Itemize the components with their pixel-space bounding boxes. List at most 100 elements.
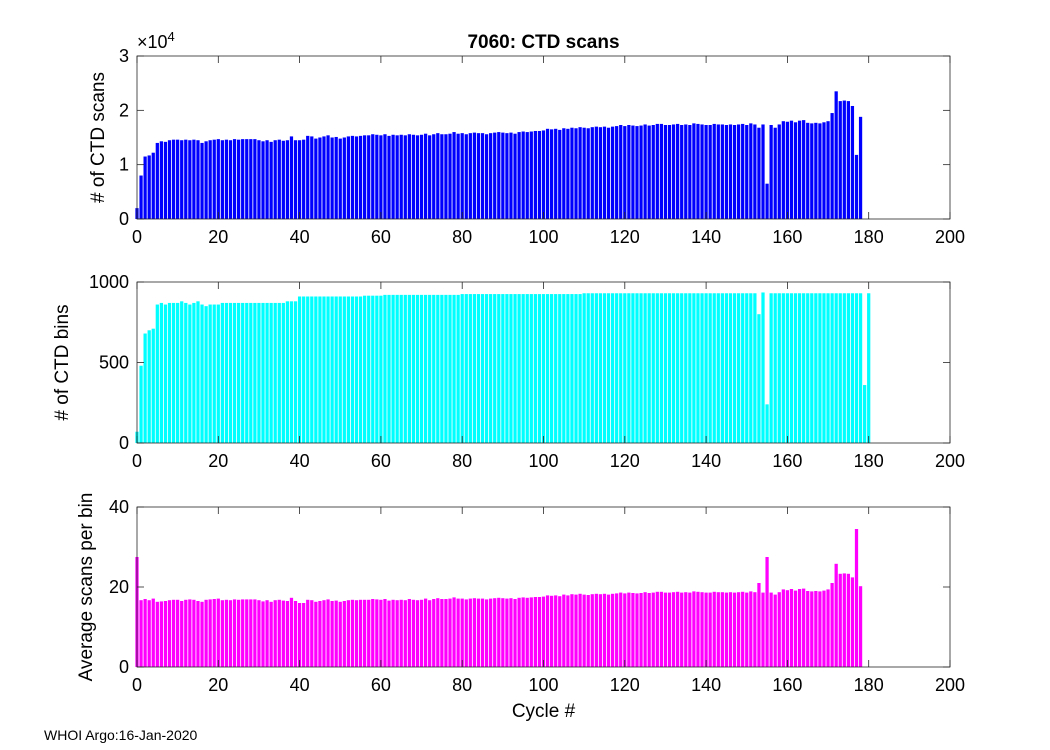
chart2-bar-56 — [363, 599, 367, 667]
chart2-bar-153 — [757, 583, 761, 667]
chart0-bar-155 — [765, 183, 769, 219]
chart2-bar-34 — [273, 600, 277, 667]
chart2-bar-166 — [810, 591, 814, 667]
chart1-bar-142 — [712, 293, 716, 443]
chart1-bar-7 — [163, 304, 168, 443]
chart1-bar-163 — [797, 293, 802, 443]
chart1-bar-1 — [139, 365, 143, 443]
chart1-bar-40 — [297, 296, 302, 443]
chart2-bar-151 — [749, 591, 753, 667]
chart0-bar-168 — [818, 123, 822, 219]
chart1-xtick-label-2: 40 — [290, 451, 310, 471]
chart1-bar-9 — [171, 302, 176, 443]
chart1-bar-116 — [606, 293, 611, 443]
chart2-bar-89 — [497, 597, 501, 667]
chart0-xtick-label-9: 180 — [854, 227, 884, 247]
chart2-bar-129 — [659, 591, 664, 667]
chart2-bar-69 — [415, 600, 420, 667]
chart0-bar-1 — [139, 175, 143, 219]
chart0-bar-146 — [728, 124, 733, 219]
chart1-bar-129 — [659, 293, 664, 443]
chart0-bar-86 — [484, 134, 489, 219]
chart1-bar-90 — [501, 294, 505, 443]
chart2-bar-177 — [854, 529, 859, 667]
chart0-bar-54 — [354, 136, 359, 219]
chart1-bar-152 — [753, 293, 757, 443]
chart0-bar-140 — [704, 125, 708, 219]
chart1-bar-16 — [200, 304, 204, 443]
chart1-xtick-label-10: 200 — [935, 451, 965, 471]
chart0-bar-69 — [415, 135, 420, 219]
chart1-xtick-label-0: 0 — [132, 451, 142, 471]
chart0-bar-41 — [302, 139, 306, 219]
chart1-bar-71 — [423, 294, 428, 443]
chart0-bar-91 — [505, 133, 509, 219]
chart0-ytick-label-1: 1 — [119, 155, 129, 175]
chart0-xtick-label-8: 160 — [772, 227, 802, 247]
chart2-bar-92 — [509, 598, 513, 667]
chart1-bar-157 — [773, 293, 777, 443]
chart1-bar-169 — [822, 293, 826, 443]
chart1-bar-136 — [688, 293, 692, 443]
chart1-bar-74 — [436, 294, 440, 443]
chart1-bar-38 — [289, 301, 294, 443]
chart1-bar-64 — [395, 294, 399, 443]
chart2-xtick-label-7: 140 — [691, 675, 721, 695]
chart0-bar-51 — [342, 137, 346, 219]
chart1-bar-56 — [363, 295, 367, 443]
chart1-bar-67 — [407, 294, 411, 443]
chart0-bar-165 — [806, 122, 810, 219]
chart1-bar-19 — [212, 304, 216, 443]
chart1-bar-161 — [789, 293, 794, 443]
chart0-bar-106 — [566, 128, 570, 219]
chart2-bar-64 — [395, 600, 399, 667]
chart0-bar-33 — [269, 141, 273, 219]
chart0-bar-83 — [472, 132, 477, 219]
chart2-bar-21 — [220, 600, 224, 667]
chart2-bar-33 — [269, 601, 273, 667]
chart2-bar-37 — [285, 601, 290, 667]
chart1-bar-160 — [785, 293, 790, 443]
chart0-bar-21 — [220, 140, 224, 219]
chart0-bar-87 — [489, 133, 493, 219]
chart0-bar-118 — [615, 126, 619, 219]
chart1-bar-96 — [525, 294, 529, 443]
chart1-bar-80 — [460, 294, 464, 443]
chart0-bar-107 — [570, 127, 574, 219]
chart2-bar-88 — [493, 598, 497, 667]
chart0-bar-117 — [610, 126, 615, 219]
chart1-bar-59 — [375, 295, 379, 443]
chart2-bar-138 — [696, 591, 700, 667]
chart2-bar-84 — [476, 598, 481, 667]
chart2-bar-78 — [452, 597, 456, 667]
chart2-bar-156 — [769, 592, 773, 667]
chart2-bar-144 — [720, 592, 724, 667]
chart2-xlabel: Cycle # — [512, 701, 576, 722]
chart1-bar-34 — [273, 302, 277, 443]
chart2-bar-149 — [741, 591, 745, 667]
chart0-bar-57 — [367, 135, 371, 219]
chart1-bar-14 — [192, 302, 196, 443]
chart0-xtick-label-4: 80 — [452, 227, 472, 247]
chart0-bar-95 — [521, 131, 525, 219]
chart0-bar-154 — [761, 124, 765, 219]
chart0-bar-169 — [822, 122, 826, 219]
chart0-bar-62 — [387, 135, 391, 219]
chart1-bar-104 — [558, 294, 562, 443]
chart2-bar-77 — [448, 598, 452, 667]
chart1-bar-178 — [858, 293, 863, 443]
chart0-bar-149 — [741, 123, 745, 219]
chart2-bar-101 — [545, 595, 550, 667]
chart0-bar-175 — [846, 101, 850, 219]
chart1-bar-127 — [651, 293, 655, 443]
chart2-bar-136 — [688, 592, 692, 667]
chart0-bar-171 — [830, 113, 834, 219]
chart0-bar-67 — [407, 134, 411, 219]
chart2-bar-3 — [147, 600, 151, 667]
chart0-bar-26 — [241, 139, 245, 219]
chart0-bar-5 — [155, 142, 159, 219]
chart1-bar-93 — [513, 294, 517, 443]
chart1-bar-79 — [456, 294, 460, 443]
chart0-bar-16 — [200, 142, 204, 219]
chart1-ytick-label-2: 1000 — [89, 272, 129, 292]
